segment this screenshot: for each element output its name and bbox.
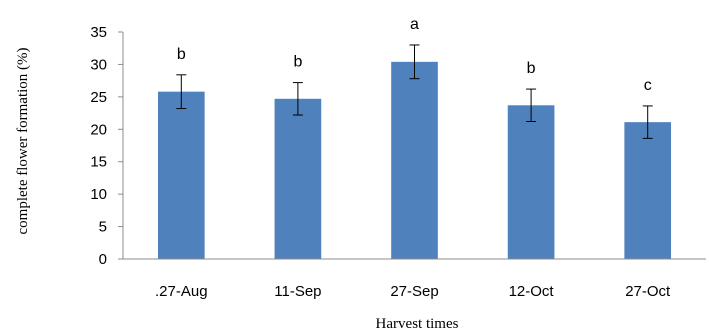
significance-label: b <box>293 54 302 71</box>
x-tick-label: 27-Sep <box>390 283 438 300</box>
y-tick-label: 20 <box>90 121 107 138</box>
y-tick-label: 30 <box>90 56 107 73</box>
x-tick-label: .27-Aug <box>155 283 208 300</box>
y-tick-label: 35 <box>90 24 107 41</box>
bar <box>274 98 322 259</box>
bar <box>391 61 438 259</box>
y-axis-title: complete flower formation (%) <box>15 47 31 234</box>
axes-group <box>118 31 706 260</box>
y-tick-label: 5 <box>99 219 107 236</box>
y-tick-label: 25 <box>90 89 107 106</box>
error-bars-group <box>176 44 653 139</box>
labels-group: 0 5 10 15 20 25 30 35 b .27-Aug b 11-Sep a 27-Sep b 12-… <box>90 16 671 300</box>
bars-group <box>157 61 672 259</box>
y-tick-label: 10 <box>90 186 107 203</box>
significance-label: c <box>644 77 652 94</box>
x-tick-label: 12-Oct <box>509 283 555 300</box>
x-tick-label: 27-Oct <box>625 283 671 300</box>
significance-label: b <box>527 60 536 77</box>
bar <box>507 105 555 259</box>
significance-label: b <box>177 46 186 63</box>
y-tick-label: 0 <box>99 251 107 268</box>
y-tick-label: 15 <box>90 154 107 171</box>
x-tick-label: 11-Sep <box>274 283 321 300</box>
x-axis-title: Harvest times <box>376 316 459 332</box>
bar <box>157 91 205 259</box>
significance-label: a <box>410 16 419 33</box>
bar <box>624 122 672 259</box>
